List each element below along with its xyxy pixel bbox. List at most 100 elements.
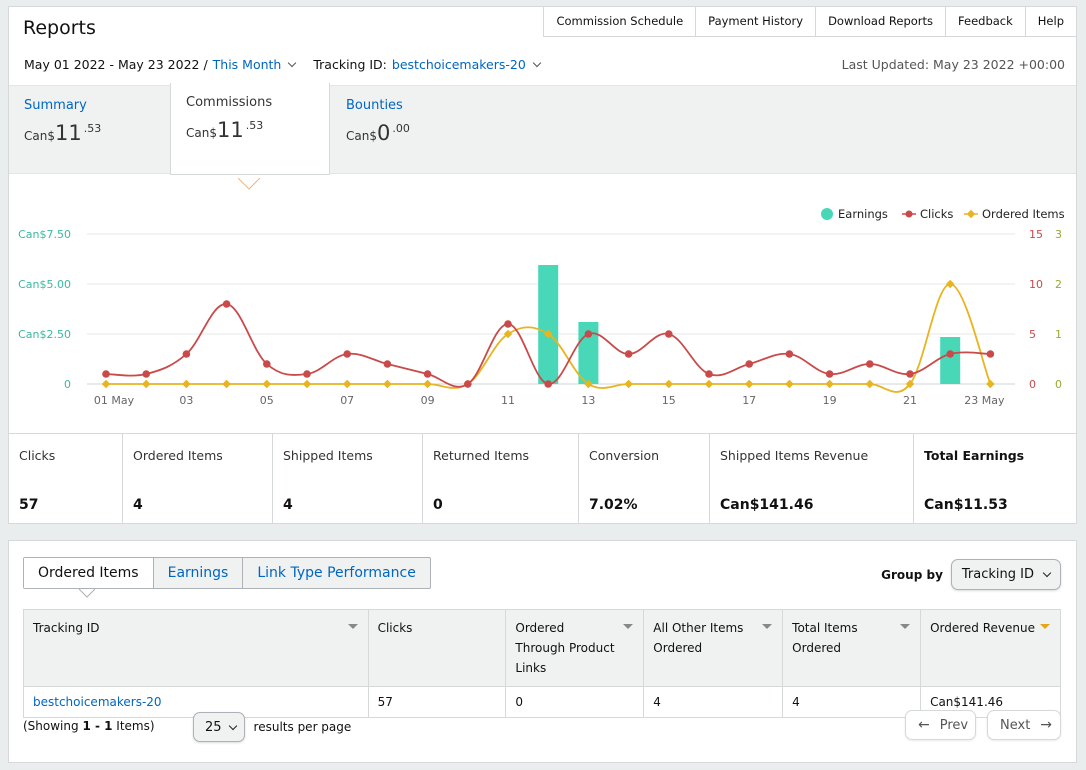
arrow-left-icon: ← xyxy=(918,717,930,733)
col-tracking-id[interactable]: Tracking ID xyxy=(23,609,369,687)
x-tick-label: 03 xyxy=(179,394,193,407)
commission-schedule-button[interactable]: Commission Schedule xyxy=(544,7,697,36)
ordered-items-point xyxy=(825,379,834,389)
ordered-items-point xyxy=(383,379,392,389)
per-page-label: results per page xyxy=(253,720,352,734)
clicks-point xyxy=(303,370,311,378)
clicks-point xyxy=(544,380,552,388)
x-tick-label: 13 xyxy=(581,394,595,407)
clicks-point xyxy=(906,370,914,378)
metric-returned-items: Returned Items 0 xyxy=(423,434,579,524)
y-tick-label-items: 3 xyxy=(1055,228,1062,241)
prev-label: Prev xyxy=(939,717,969,733)
cell-ordered-through-links: 0 xyxy=(505,686,645,718)
ordered-items-point xyxy=(182,379,191,389)
prev-button[interactable]: ← Prev xyxy=(905,710,976,740)
clicks-point xyxy=(464,380,472,388)
chevron-down-icon xyxy=(532,58,542,68)
tracking-id-link[interactable]: bestchoicemakers-20 xyxy=(33,695,162,709)
tracking-id-label: Tracking ID: xyxy=(313,57,387,72)
x-tick-label: 21 xyxy=(903,394,917,407)
y-tick-label-clicks: 5 xyxy=(1029,328,1036,341)
download-reports-button[interactable]: Download Reports xyxy=(816,7,947,36)
tab-bounties[interactable]: Bounties Can$0.00 xyxy=(331,86,491,175)
x-tick-label: 09 xyxy=(421,394,435,407)
metric-clicks: Clicks 57 xyxy=(9,434,123,524)
report-table: Tracking ID Clicks Ordered Through Produ… xyxy=(23,609,1061,718)
legend-label: Ordered Items xyxy=(982,207,1065,221)
help-button[interactable]: Help xyxy=(1025,7,1077,36)
col-ordered-revenue[interactable]: Ordered Revenue xyxy=(920,609,1061,687)
next-label: Next xyxy=(1000,717,1031,733)
col-all-other-items-ordered[interactable]: All Other Items Ordered xyxy=(643,609,784,687)
group-by-value: Tracking ID xyxy=(961,567,1034,582)
showing-count: (Showing 1 - 1 Items) xyxy=(23,719,155,733)
y-tick-label-items: 0 xyxy=(1055,378,1062,391)
cell-total-items: 4 xyxy=(782,686,922,718)
col-total-items-ordered[interactable]: Total Items Ordered xyxy=(782,609,922,687)
x-tick-label: 19 xyxy=(823,394,837,407)
tab-commissions[interactable]: Commissions Can$11.53 xyxy=(170,83,330,175)
feedback-button[interactable]: Feedback xyxy=(946,7,1026,36)
tab-earnings[interactable]: Earnings xyxy=(154,558,244,588)
clicks-point xyxy=(222,300,231,308)
ordered-items-point xyxy=(704,379,714,389)
y-tick-label-earnings: Can$5.00 xyxy=(18,278,71,291)
clicks-point xyxy=(182,350,191,358)
tab-ordered-items[interactable]: Ordered Items xyxy=(24,558,154,588)
legend-items-swatch xyxy=(966,209,976,219)
clicks-point xyxy=(383,360,392,368)
group-by: Group by Tracking ID xyxy=(881,559,1061,590)
chevron-down-icon xyxy=(1042,568,1052,578)
next-button[interactable]: Next → xyxy=(987,710,1061,740)
per-page-select[interactable]: 25 xyxy=(193,712,245,742)
table-header-row: Tracking ID Clicks Ordered Through Produ… xyxy=(23,609,1061,687)
clicks-point xyxy=(423,370,432,378)
clicks-point xyxy=(142,370,150,378)
metric-total-earnings: Total Earnings Can$11.53 xyxy=(924,448,1025,513)
clicks-point xyxy=(102,370,110,378)
clicks-point xyxy=(986,350,995,358)
metrics-row: Clicks 57 Ordered Items 4 Shipped Items 4 R… xyxy=(9,433,1076,524)
x-tick-label: 15 xyxy=(662,394,676,407)
clicks-point xyxy=(263,360,271,368)
ordered-items-point xyxy=(222,379,231,389)
tab-link-type-performance[interactable]: Link Type Performance xyxy=(257,565,416,581)
page-title: Reports xyxy=(23,17,96,39)
cell-clicks: 57 xyxy=(367,686,507,718)
ordered-items-point xyxy=(543,329,553,339)
tab-pointer-icon xyxy=(79,589,95,598)
clicks-point xyxy=(825,370,834,378)
y-tick-label-items: 1 xyxy=(1055,328,1062,341)
x-tick-label: 07 xyxy=(340,394,354,407)
period-dropdown[interactable]: This Month xyxy=(212,57,297,72)
tab-summary[interactable]: Summary Can$11.53 xyxy=(9,86,170,175)
ordered-items-point xyxy=(584,379,593,389)
col-ordered-through-product-links[interactable]: Ordered Through Product Links xyxy=(505,609,645,687)
ordered-items-point xyxy=(986,379,995,389)
clicks-point xyxy=(584,330,593,338)
ordered-items-point xyxy=(945,279,955,289)
filter-line: May 01 2022 - May 23 2022 / This Month T… xyxy=(24,57,542,72)
earnings-bar xyxy=(538,265,559,384)
tracking-id-dropdown[interactable]: bestchoicemakers-20 xyxy=(392,57,542,72)
earnings-bar xyxy=(940,337,961,384)
ordered-items-point xyxy=(101,379,111,389)
arrow-right-icon: → xyxy=(1040,717,1053,733)
x-tick-label: 05 xyxy=(260,394,274,407)
period-value: This Month xyxy=(212,57,282,72)
x-tick-label: 01 May xyxy=(94,394,135,407)
payment-history-button[interactable]: Payment History xyxy=(696,7,817,36)
x-tick-label: 11 xyxy=(501,394,515,407)
tab-amount: Can$11.53 xyxy=(24,121,102,145)
ordered-items-point xyxy=(141,379,151,389)
y-tick-label-clicks: 10 xyxy=(1029,278,1043,291)
col-clicks[interactable]: Clicks xyxy=(367,609,507,687)
group-by-select[interactable]: Tracking ID xyxy=(950,559,1061,590)
sort-arrow-icon xyxy=(347,624,358,629)
clicks-point xyxy=(504,320,512,328)
metric-shipped-revenue: Shipped Items Revenue Can$141.46 xyxy=(710,434,914,524)
sort-arrow-icon xyxy=(1040,624,1050,629)
ordered-items-point xyxy=(744,379,754,389)
